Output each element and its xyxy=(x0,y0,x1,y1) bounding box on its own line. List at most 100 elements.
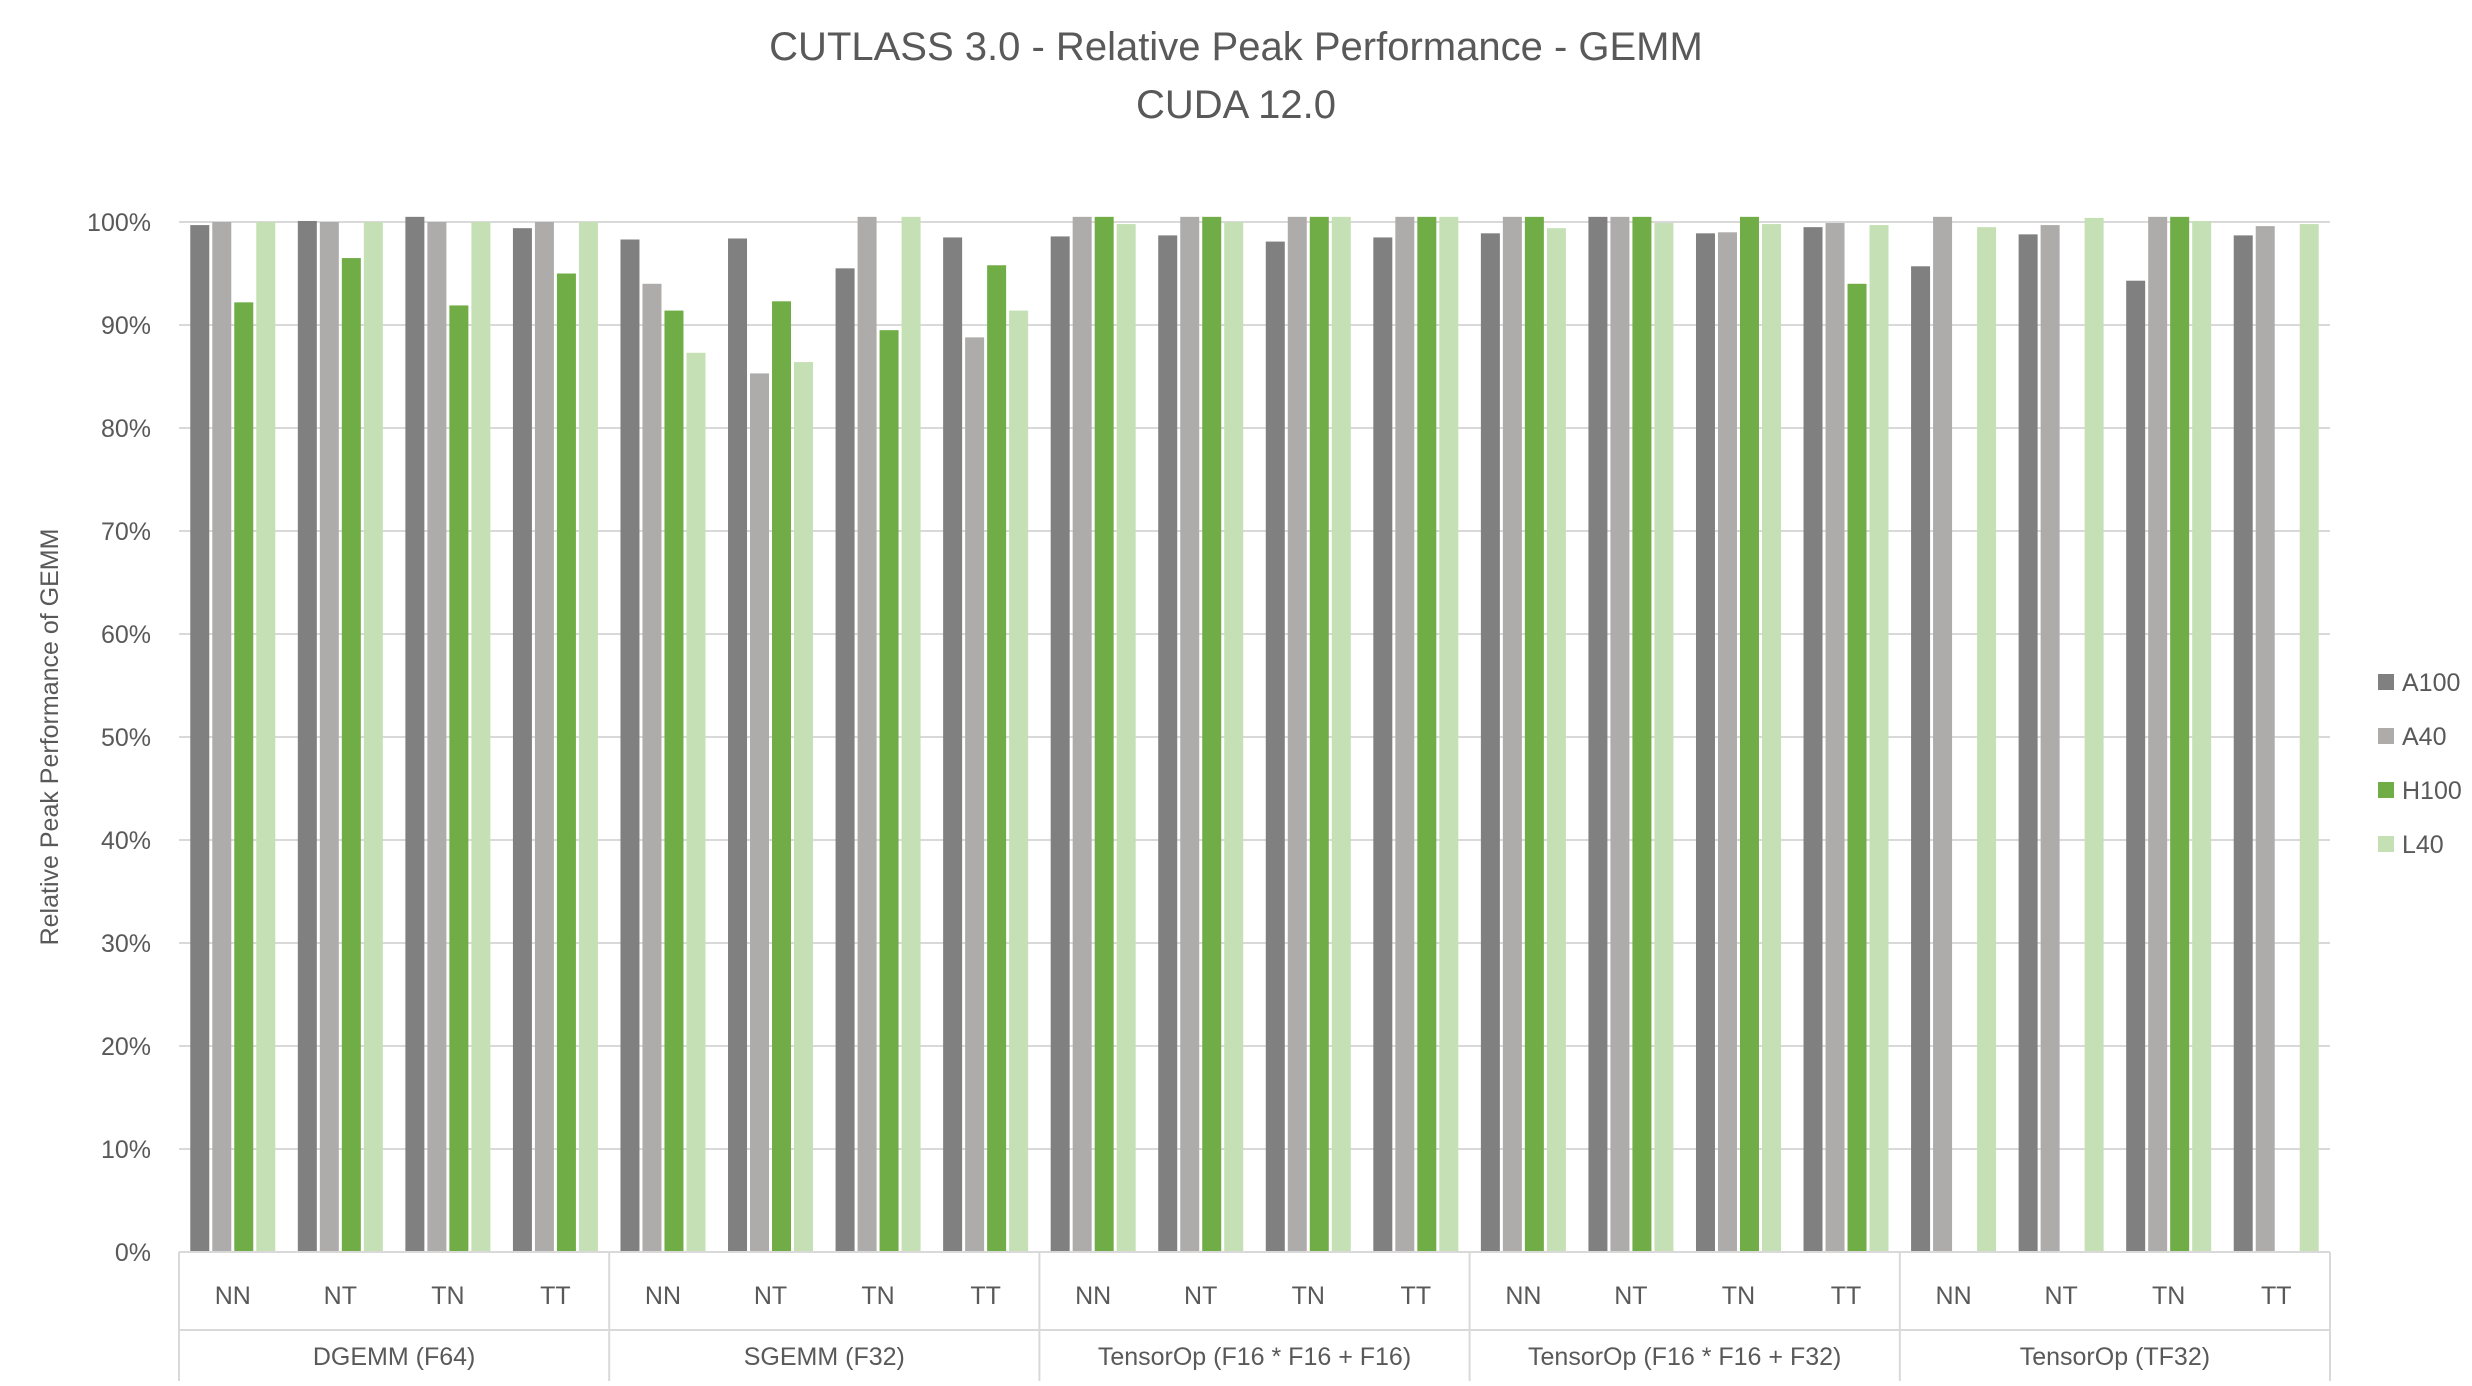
x-tick-label: NT xyxy=(324,1282,357,1310)
bar-a40 xyxy=(1180,216,1200,1253)
bar-h100 xyxy=(1739,216,1759,1253)
bar-h100 xyxy=(1632,216,1652,1253)
legend-label: A100 xyxy=(2402,669,2460,697)
bar-a100 xyxy=(405,216,425,1253)
bar-l40 xyxy=(1331,216,1351,1253)
y-tick-label: 10% xyxy=(101,1136,151,1164)
x-tick-label: NT xyxy=(1184,1282,1217,1310)
bar-a100 xyxy=(1480,233,1500,1252)
bar-a100 xyxy=(1373,237,1393,1252)
bar-a100 xyxy=(835,268,855,1253)
bar-a40 xyxy=(1610,216,1630,1253)
bar-a40 xyxy=(2255,226,2275,1252)
x-tick-label: TN xyxy=(861,1282,894,1310)
bar-a40 xyxy=(1287,216,1307,1253)
bar-l40 xyxy=(901,216,921,1253)
bar-a40 xyxy=(427,222,447,1252)
bar-l40 xyxy=(256,222,276,1252)
legend-swatch-h100 xyxy=(2378,782,2394,798)
x-tick-label: NN xyxy=(1936,1282,1972,1310)
bar-h100 xyxy=(234,302,254,1253)
bar-l40 xyxy=(1546,228,1566,1252)
bar-h100 xyxy=(772,301,792,1252)
bar-a100 xyxy=(620,239,640,1252)
y-tick-label: 50% xyxy=(101,724,151,752)
legend-label: H100 xyxy=(2402,777,2462,805)
group-label: TensorOp (F16 * F16 + F16) xyxy=(1098,1343,1411,1371)
y-tick-label: 90% xyxy=(101,312,151,340)
bar-a100 xyxy=(297,220,317,1253)
bar-a40 xyxy=(750,373,770,1252)
x-tick-label: TN xyxy=(1292,1282,1325,1310)
x-tick-label: TT xyxy=(1401,1282,1432,1310)
x-tick-label: TT xyxy=(1831,1282,1862,1310)
bar-a40 xyxy=(2148,216,2168,1253)
bar-a100 xyxy=(728,238,748,1253)
y-tick-label: 70% xyxy=(101,518,151,546)
bar-a40 xyxy=(1072,216,1092,1253)
x-tick-label: NN xyxy=(215,1282,251,1310)
bar-l40 xyxy=(363,222,383,1252)
group-label: DGEMM (F64) xyxy=(313,1343,476,1371)
bar-l40 xyxy=(1869,225,1889,1253)
x-tick-label: TN xyxy=(431,1282,464,1310)
bar-l40 xyxy=(2192,220,2212,1253)
bar-a100 xyxy=(2018,234,2038,1253)
group-label: TensorOp (TF32) xyxy=(2020,1343,2210,1371)
x-tick-label: TT xyxy=(540,1282,571,1310)
bar-h100 xyxy=(664,310,684,1253)
bar-a100 xyxy=(1588,216,1608,1253)
bar-a100 xyxy=(512,228,532,1252)
bar-h100 xyxy=(2170,216,2190,1253)
bar-a40 xyxy=(642,283,662,1252)
bar-l40 xyxy=(1116,224,1136,1252)
bar-a40 xyxy=(2040,225,2060,1253)
y-tick-label: 20% xyxy=(101,1033,151,1061)
bar-a100 xyxy=(943,237,963,1252)
bar-a40 xyxy=(1395,216,1415,1253)
bar-a40 xyxy=(857,216,877,1253)
legend-swatch-a100 xyxy=(2378,674,2394,690)
legend-label: L40 xyxy=(2402,831,2444,859)
bar-l40 xyxy=(686,352,706,1252)
bar-l40 xyxy=(794,362,814,1253)
y-axis-label: Relative Peak Performance of GEMM xyxy=(36,529,64,946)
bar-h100 xyxy=(556,273,576,1252)
chart-subtitle: CUDA 12.0 xyxy=(1136,83,1336,127)
x-tick-label: TN xyxy=(1722,1282,1755,1310)
bar-h100 xyxy=(879,330,899,1252)
x-tick-label: NT xyxy=(2044,1282,2077,1310)
bar-l40 xyxy=(1977,227,1997,1252)
y-tick-label: 30% xyxy=(101,930,151,958)
y-tick-label: 80% xyxy=(101,415,151,443)
bar-a100 xyxy=(1695,233,1715,1252)
bar-l40 xyxy=(471,222,491,1252)
bar-a40 xyxy=(1933,216,1953,1253)
bar-a40 xyxy=(965,337,985,1252)
bar-a100 xyxy=(1050,236,1070,1253)
bar-l40 xyxy=(1761,224,1781,1252)
bar-a100 xyxy=(1265,241,1285,1252)
bar-a40 xyxy=(319,222,339,1252)
bar-l40 xyxy=(1654,223,1674,1252)
bar-h100 xyxy=(1417,216,1437,1253)
bar-h100 xyxy=(341,258,361,1252)
x-tick-label: NN xyxy=(645,1282,681,1310)
bar-l40 xyxy=(2299,224,2319,1252)
y-tick-label: 0% xyxy=(115,1239,151,1267)
bar-l40 xyxy=(1439,216,1459,1253)
bar-l40 xyxy=(1224,222,1244,1252)
bar-l40 xyxy=(2084,217,2104,1252)
x-tick-label: NT xyxy=(1614,1282,1647,1310)
bar-a40 xyxy=(1825,223,1845,1252)
group-label: SGEMM (F32) xyxy=(744,1343,905,1371)
bar-h100 xyxy=(1309,216,1329,1253)
bar-a100 xyxy=(1158,235,1178,1252)
y-tick-label: 60% xyxy=(101,621,151,649)
x-tick-label: TT xyxy=(2261,1282,2292,1310)
legend-label: A40 xyxy=(2402,723,2446,751)
x-tick-label: NT xyxy=(754,1282,787,1310)
bar-a100 xyxy=(1803,227,1823,1252)
bar-a100 xyxy=(2233,235,2253,1252)
legend-swatch-l40 xyxy=(2378,836,2394,852)
